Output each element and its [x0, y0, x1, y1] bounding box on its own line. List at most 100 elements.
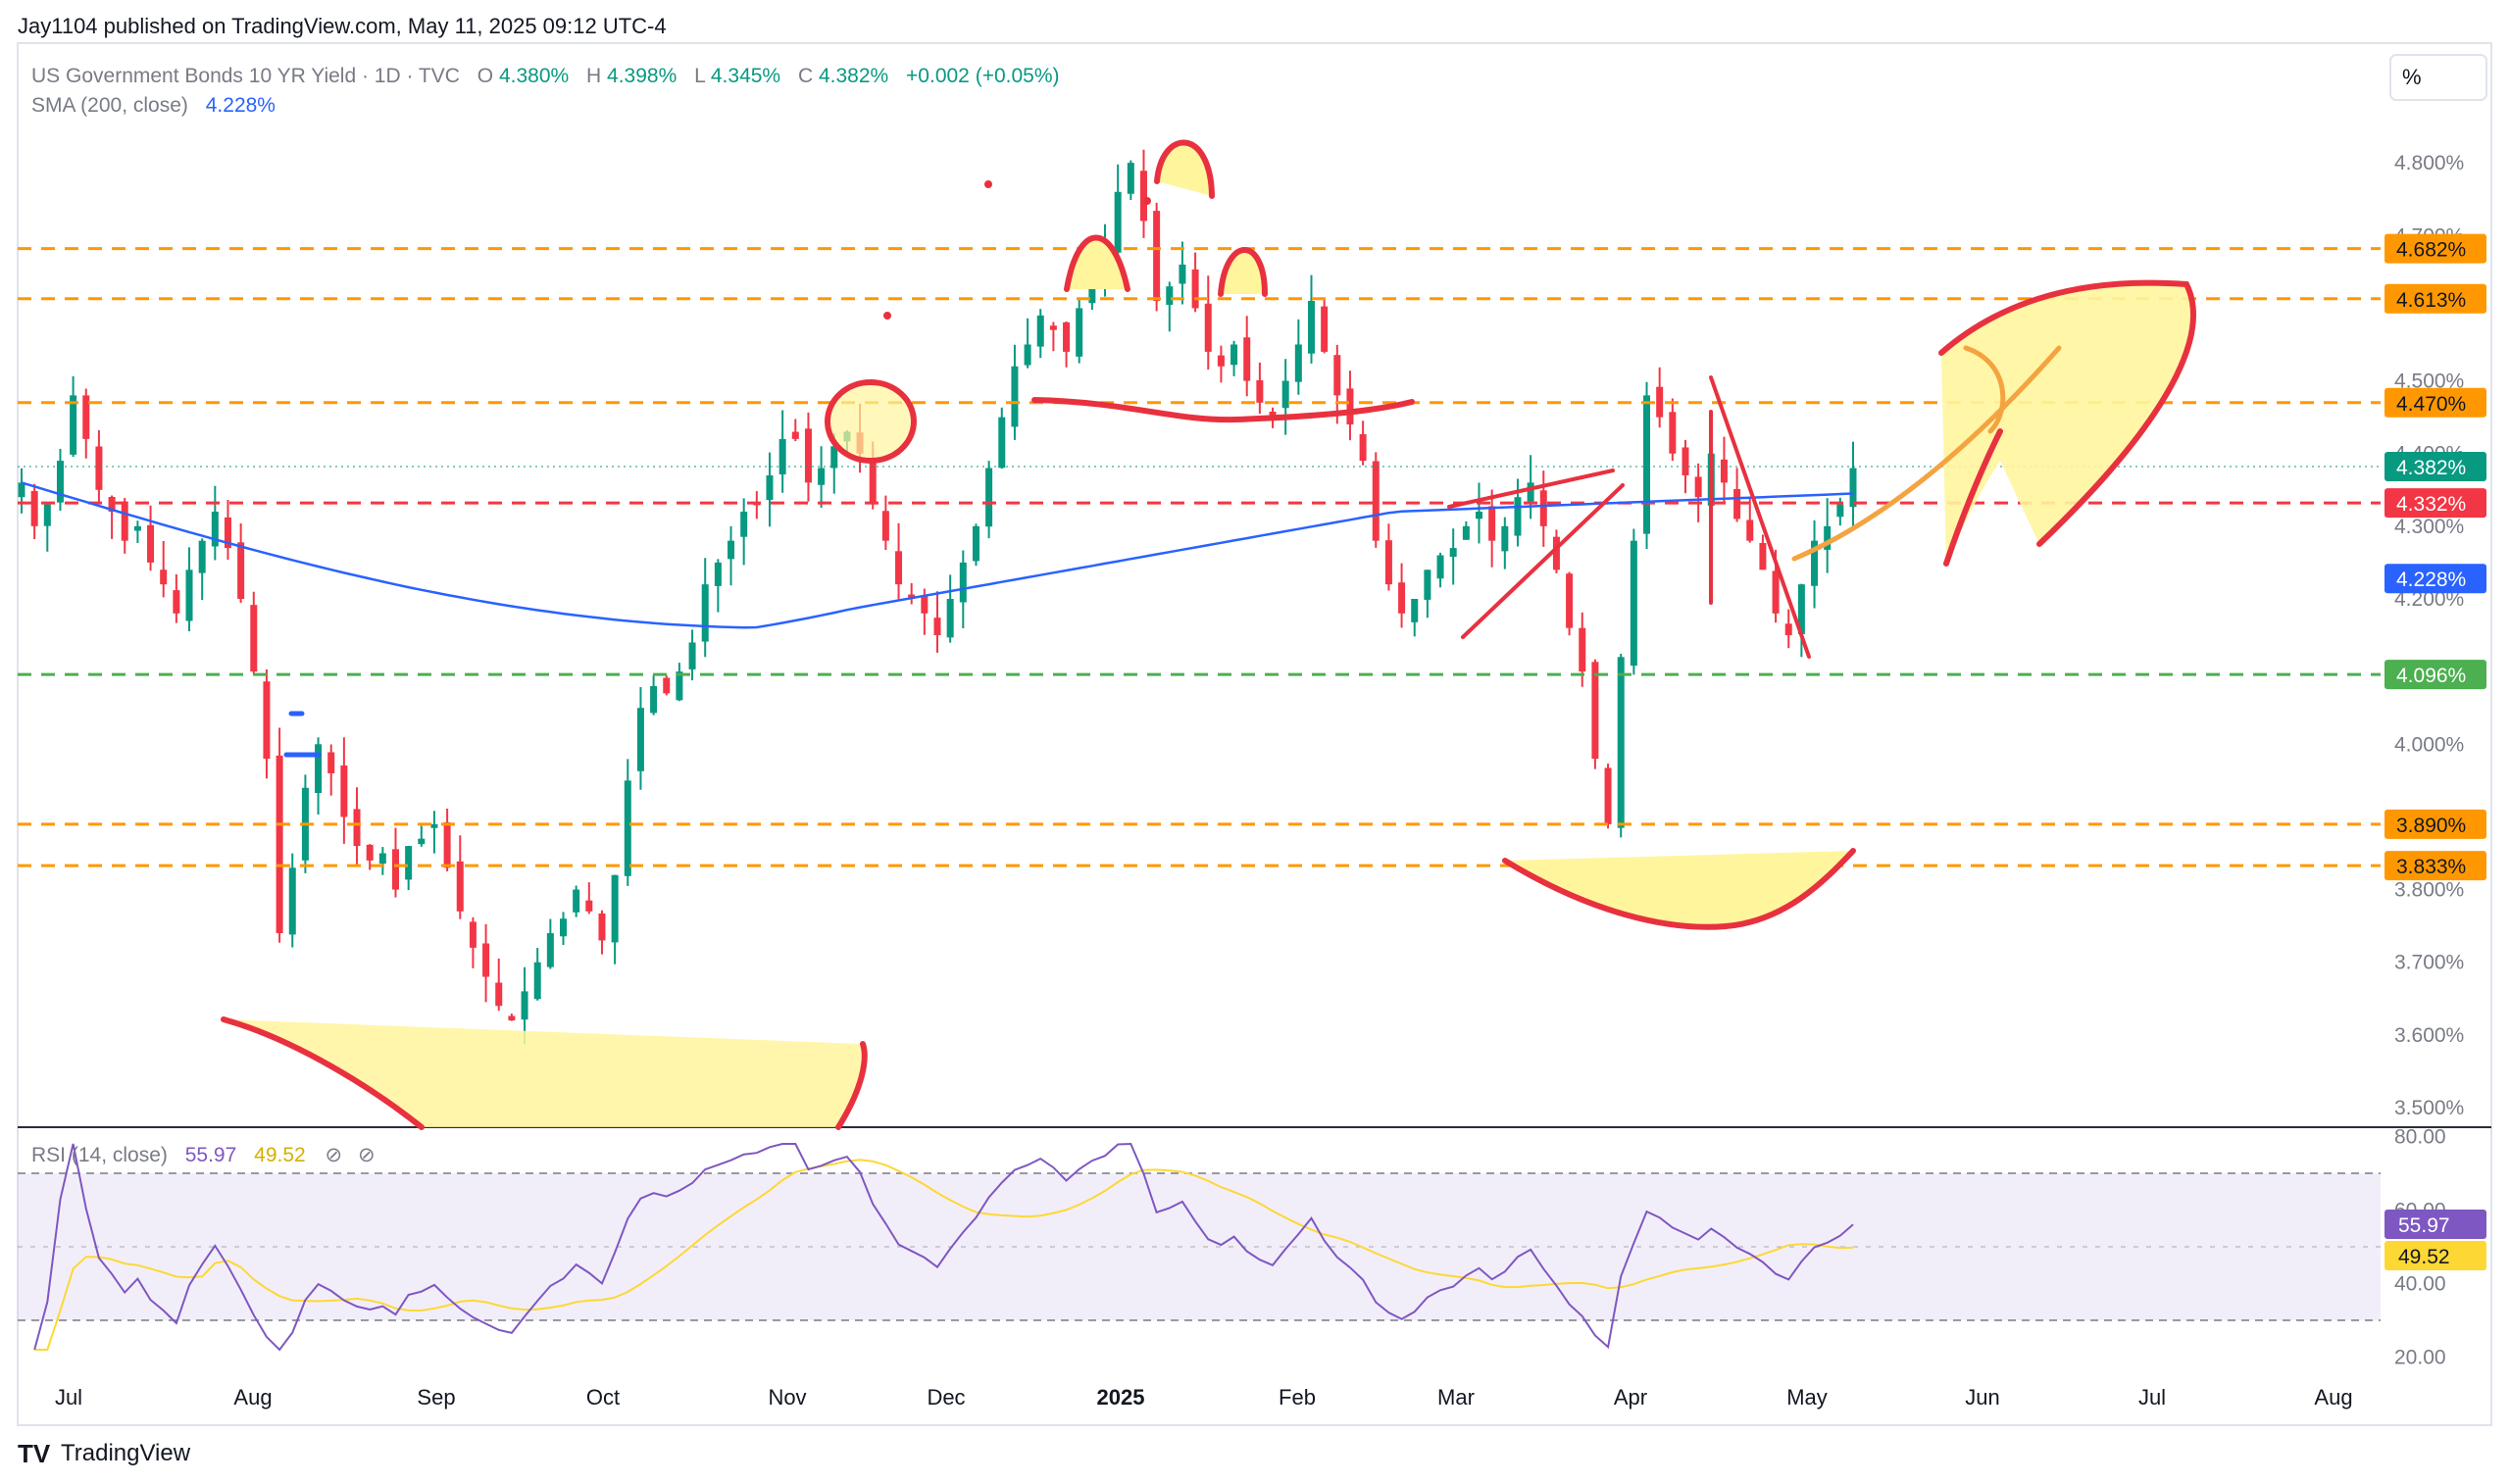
candle-body: [405, 846, 413, 880]
candle-body: [598, 913, 606, 941]
annotations: [221, 139, 2196, 1130]
candle-body: [1256, 379, 1264, 403]
rsi-tick-label: 20.00: [2394, 1347, 2446, 1369]
time-tick-label: Oct: [586, 1385, 620, 1410]
candle-body: [1591, 662, 1599, 760]
candle-body: [804, 428, 812, 483]
candle-body: [147, 524, 155, 563]
ohlc-change: +0.002 (+0.05%): [906, 65, 1059, 87]
price-tick-label: 3.700%: [2394, 952, 2464, 974]
level-badge-text: 4.613%: [2396, 289, 2466, 312]
candle-body: [1011, 366, 1019, 427]
candle-body: [1333, 355, 1341, 396]
candle-body: [430, 823, 438, 828]
candle-body: [1462, 525, 1470, 540]
candle-body: [869, 461, 877, 505]
rsi-band: [18, 1173, 2381, 1320]
annotation-right-shoulder: [1218, 247, 1268, 297]
candle-body: [198, 540, 206, 573]
rsi-legend-value: 55.97: [185, 1144, 237, 1166]
candle-body: [1294, 344, 1302, 382]
candle-body: [366, 844, 374, 861]
rsi-value-badge: [2384, 1210, 2486, 1239]
price-tick-label: 4.300%: [2394, 516, 2464, 538]
time-tick-label: Nov: [768, 1385, 806, 1410]
candle-body: [1566, 573, 1574, 628]
candle-body: [701, 584, 709, 642]
candle-body: [1243, 337, 1251, 381]
ohlc-close-label: C: [798, 65, 813, 87]
candle-body: [560, 918, 568, 937]
candle-body: [1617, 657, 1625, 828]
time-tick-label: Sep: [417, 1385, 455, 1410]
candle-body: [443, 821, 451, 868]
time-tick-label: Jun: [1965, 1385, 1999, 1410]
candle-body: [1076, 308, 1083, 357]
percent-scale-button-text: %: [2402, 65, 2422, 89]
candle-body: [1720, 459, 1728, 483]
candle-body: [1514, 497, 1522, 536]
rsi-legend-ma: 49.52: [254, 1144, 306, 1166]
candle-body: [1424, 569, 1431, 600]
candle-body: [391, 849, 399, 890]
level-labels: 4.682% 4.613% 4.470% 4.382% 4.332% 4.228% 4.09…: [2384, 233, 2486, 881]
candle-body: [624, 780, 631, 876]
candle-body: [985, 468, 993, 527]
candle-body: [1321, 306, 1329, 352]
level-badge: [2384, 387, 2486, 418]
rsi-legend[interactable]: RSI (14, close) 55.97 49.52 ⊘ ⊘: [31, 1144, 376, 1166]
candle-body: [1836, 504, 1844, 518]
candle-body: [1527, 482, 1534, 502]
candle-body: [1449, 548, 1457, 558]
candle-body: [791, 431, 799, 439]
levels: [18, 247, 2381, 867]
candle-body: [946, 598, 954, 638]
ohlc-high-label: H: [586, 65, 601, 87]
rsi-line: [33, 1142, 1854, 1352]
level-badge-text: 3.890%: [2396, 815, 2466, 837]
candle-body: [972, 525, 979, 562]
time-axis[interactable]: Jul Aug Sep Oct Nov Dec 2025 Feb Mar Apr May Jun Jul…: [55, 1385, 2353, 1410]
level-badge: [2384, 660, 2486, 690]
candle-body: [1579, 627, 1586, 672]
candle-body: [276, 755, 283, 934]
candle-body: [533, 962, 541, 1000]
symbol-legend[interactable]: US Government Bonds 10 YR Yield · 1D · T…: [31, 65, 1060, 87]
candle-body: [1179, 264, 1186, 284]
time-tick-label: Dec: [927, 1385, 965, 1410]
candle-body: [1759, 542, 1767, 570]
candle-body: [1797, 584, 1805, 634]
price-tick-label: 3.500%: [2394, 1097, 2464, 1119]
time-tick-label: Aug: [2314, 1385, 2352, 1410]
level-badge: [2384, 564, 2486, 594]
price-axis[interactable]: 4.800%4.700%4.500%4.400%4.300%4.200%4.00…: [2394, 152, 2464, 1119]
price-tick-label: 4.800%: [2394, 152, 2464, 174]
candle-body: [1643, 395, 1651, 534]
candle-body: [133, 525, 141, 531]
annotation-bottom-left-stroke: [221, 1016, 868, 1130]
candle-body: [1811, 540, 1819, 586]
candle-body: [1656, 386, 1664, 418]
candle-body: [1669, 412, 1677, 454]
percent-scale-button[interactable]: [2389, 54, 2487, 101]
candle-body: [1694, 476, 1702, 498]
time-tick-label: Aug: [233, 1385, 272, 1410]
sma-legend[interactable]: SMA (200, close) 4.228%: [31, 94, 276, 117]
candle-body: [521, 991, 528, 1020]
candle-body: [353, 809, 361, 847]
candle-body: [1772, 570, 1780, 614]
candle-body: [1036, 315, 1044, 347]
price-tick-label: 4.000%: [2394, 733, 2464, 756]
candle-body: [482, 943, 490, 977]
time-tick-label: May: [1786, 1385, 1828, 1410]
candle-body: [663, 677, 671, 694]
annotation-april-wedge: [1709, 375, 1811, 659]
annotation-bottom-left-fill: [224, 1019, 865, 1127]
tradingview-brand[interactable]: TradingView: [61, 1440, 191, 1466]
annotation-nov-circle: [825, 379, 917, 464]
level-badge: [2384, 452, 2486, 482]
candle-body: [1269, 411, 1277, 418]
candle-body: [1746, 519, 1754, 541]
candle-body: [1784, 623, 1792, 636]
candle-body: [933, 618, 941, 636]
